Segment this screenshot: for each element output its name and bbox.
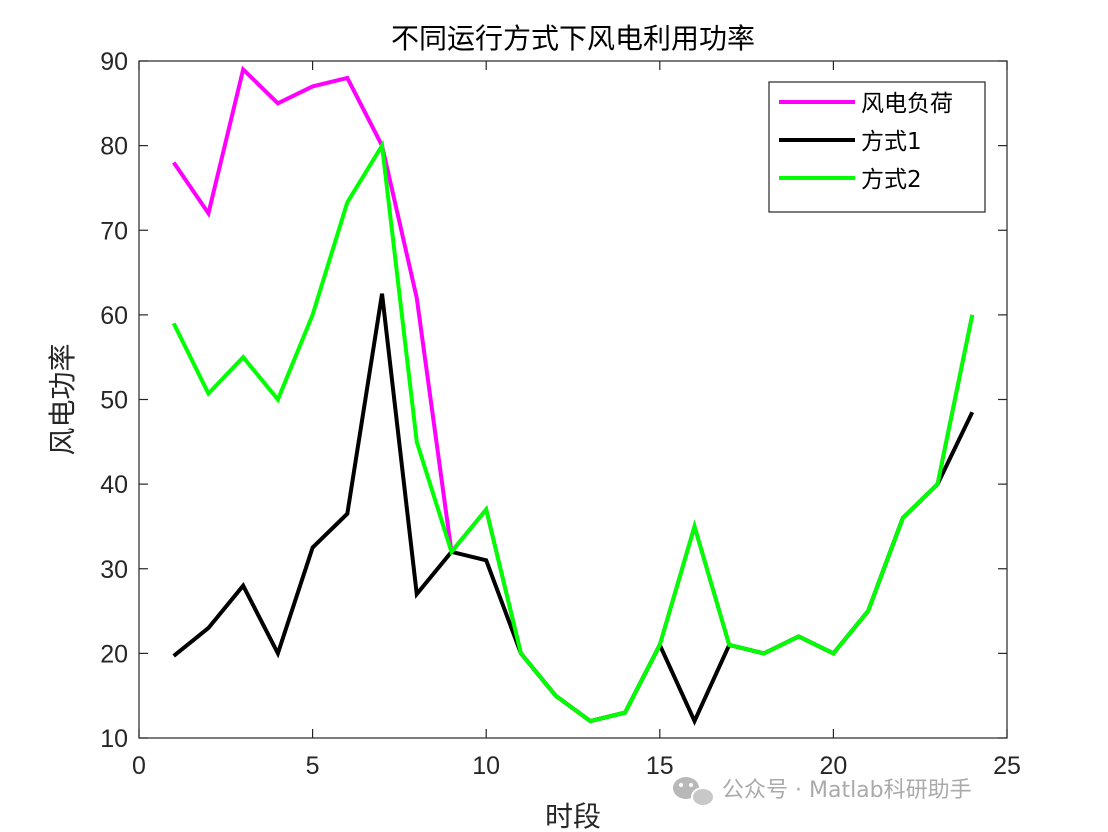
x-tick-label: 10 bbox=[472, 752, 500, 780]
series-line-3 bbox=[171, 139, 975, 724]
y-tick-label: 60 bbox=[100, 302, 128, 330]
y-tick-label: 40 bbox=[100, 471, 128, 499]
x-tick-label: 20 bbox=[819, 752, 847, 780]
x-tick-label: 5 bbox=[306, 752, 320, 780]
legend-label-2: 方式1 bbox=[861, 129, 922, 155]
y-tick-label: 80 bbox=[100, 133, 128, 161]
chart-title: 不同运行方式下风电利用功率 bbox=[391, 22, 755, 55]
watermark: 公众号 · Matlab科研助手 bbox=[673, 777, 972, 807]
watermark-text: 公众号 · Matlab科研助手 bbox=[722, 778, 972, 803]
legend-label-3: 方式2 bbox=[861, 167, 922, 193]
series-layer bbox=[171, 65, 975, 726]
wechat-icon bbox=[673, 777, 715, 807]
y-tick-label: 20 bbox=[100, 640, 128, 668]
legend-label-1: 风电负荷 bbox=[861, 91, 953, 117]
y-axis: 10 20 30 40 50 60 70 80 90 bbox=[100, 48, 1007, 753]
y-tick-label: 30 bbox=[100, 556, 128, 584]
x-axis-label: 时段 bbox=[545, 800, 601, 832]
y-tick-label: 50 bbox=[100, 387, 128, 415]
y-tick-label: 90 bbox=[100, 48, 128, 76]
x-tick-label: 0 bbox=[132, 752, 146, 780]
x-tick-label: 15 bbox=[646, 752, 674, 780]
y-tick-label: 70 bbox=[100, 217, 128, 245]
x-axis: 0 5 10 15 20 25 bbox=[132, 61, 1021, 780]
x-tick-label: 25 bbox=[993, 752, 1021, 780]
y-axis-label: 风电功率 bbox=[46, 343, 79, 455]
y-tick-label: 10 bbox=[100, 725, 128, 753]
